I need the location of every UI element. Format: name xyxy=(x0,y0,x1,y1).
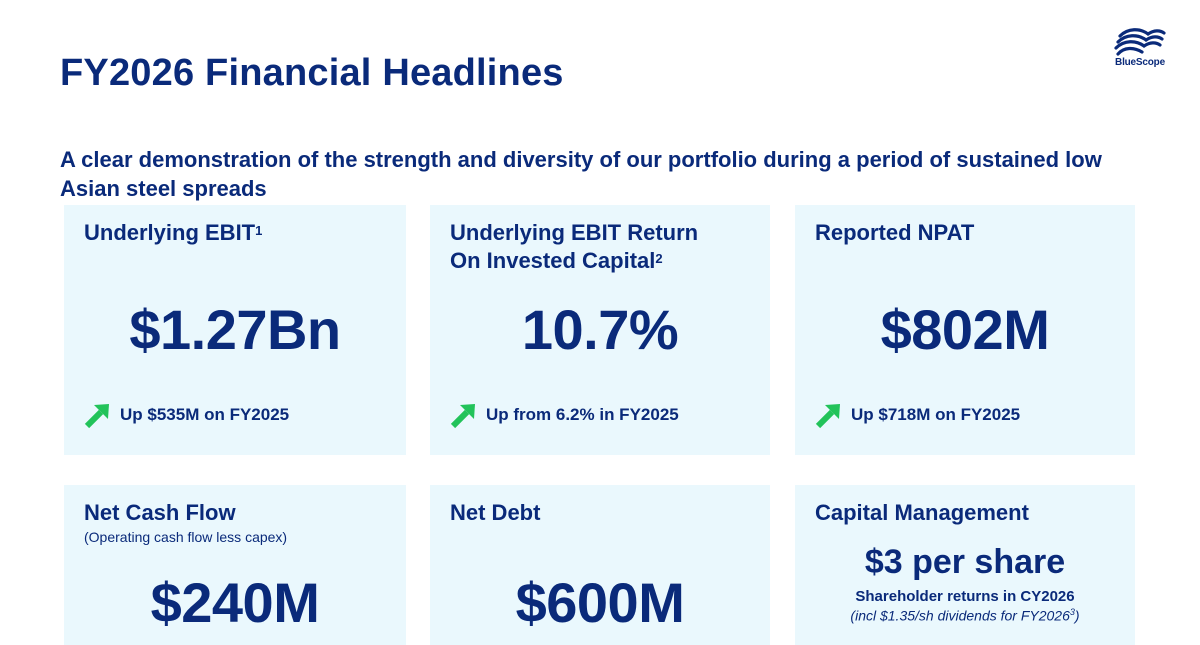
change-text: Up $718M on FY2025 xyxy=(851,405,1021,424)
headline-value: $802M xyxy=(880,298,1050,361)
card-net-debt: Net Debt $600M xyxy=(430,485,770,645)
card-net-cash-flow: Net Cash Flow (Operating cash flow less … xyxy=(64,485,406,645)
footnote-marker: 3 xyxy=(1069,607,1075,617)
change-text: Up from 6.2% in FY2025 xyxy=(486,405,679,424)
card-title: Reported NPAT xyxy=(815,219,1115,247)
footnote-marker: 2 xyxy=(655,251,663,266)
up-arrow-icon xyxy=(450,404,475,429)
up-arrow-icon xyxy=(84,404,109,429)
change-indicator: Up $535M on FY2025 xyxy=(84,401,289,429)
change-indicator: Up from 6.2% in FY2025 xyxy=(450,401,679,429)
card-title: Net Cash Flow xyxy=(84,500,236,525)
card-title-text: Underlying EBIT xyxy=(84,220,256,245)
headline-value: $600M xyxy=(515,571,685,634)
headline-value: $240M xyxy=(150,571,320,634)
card-reported-npat: Reported NPAT $802M Up $718M on FY2025 xyxy=(795,205,1135,455)
change-text: Up $535M on FY2025 xyxy=(120,405,290,424)
card-note: (Operating cash flow less capex) xyxy=(84,529,288,545)
card-title: Underlying EBIT1 xyxy=(84,219,386,247)
footnote-marker: 1 xyxy=(255,223,263,238)
card-ebit-roic: Underlying EBIT Return On Invested Capit… xyxy=(430,205,770,455)
card-title: Capital Management xyxy=(815,500,1029,525)
card-note-text: (incl $1.35/sh dividends for FY2026 xyxy=(850,607,1070,624)
up-arrow-icon xyxy=(815,404,840,429)
bluescope-logo-icon xyxy=(1114,28,1166,56)
page-title: FY2026 Financial Headlines xyxy=(60,52,564,94)
card-title: Net Debt xyxy=(450,500,541,525)
card-title-text: Reported NPAT xyxy=(815,220,975,245)
card-title-text: Underlying EBIT Return xyxy=(450,220,699,245)
card-title-text-line2: On Invested Capital xyxy=(450,248,656,273)
card-underlying-ebit: Underlying EBIT1 $1.27Bn Up $535M on FY2… xyxy=(64,205,406,455)
headline-value: $3 per share xyxy=(864,543,1066,581)
headline-value: $1.27Bn xyxy=(129,298,341,361)
subtitle: A clear demonstration of the strength an… xyxy=(60,147,1102,201)
card-subtext: Shareholder returns in CY2026 xyxy=(855,588,1075,605)
change-indicator: Up $718M on FY2025 xyxy=(815,401,1020,429)
card-capital-management: Capital Management $3 per share Sharehol… xyxy=(795,485,1135,645)
card-note-close: ) xyxy=(1074,607,1080,624)
headline-value: 10.7% xyxy=(521,298,679,361)
logo-text: BlueScope xyxy=(1115,57,1165,68)
bluescope-logo: BlueScope xyxy=(1108,28,1172,70)
card-note: (incl $1.35/sh dividends for FY20263) xyxy=(815,607,1115,624)
card-title: Underlying EBIT Return On Invested Capit… xyxy=(450,219,750,275)
